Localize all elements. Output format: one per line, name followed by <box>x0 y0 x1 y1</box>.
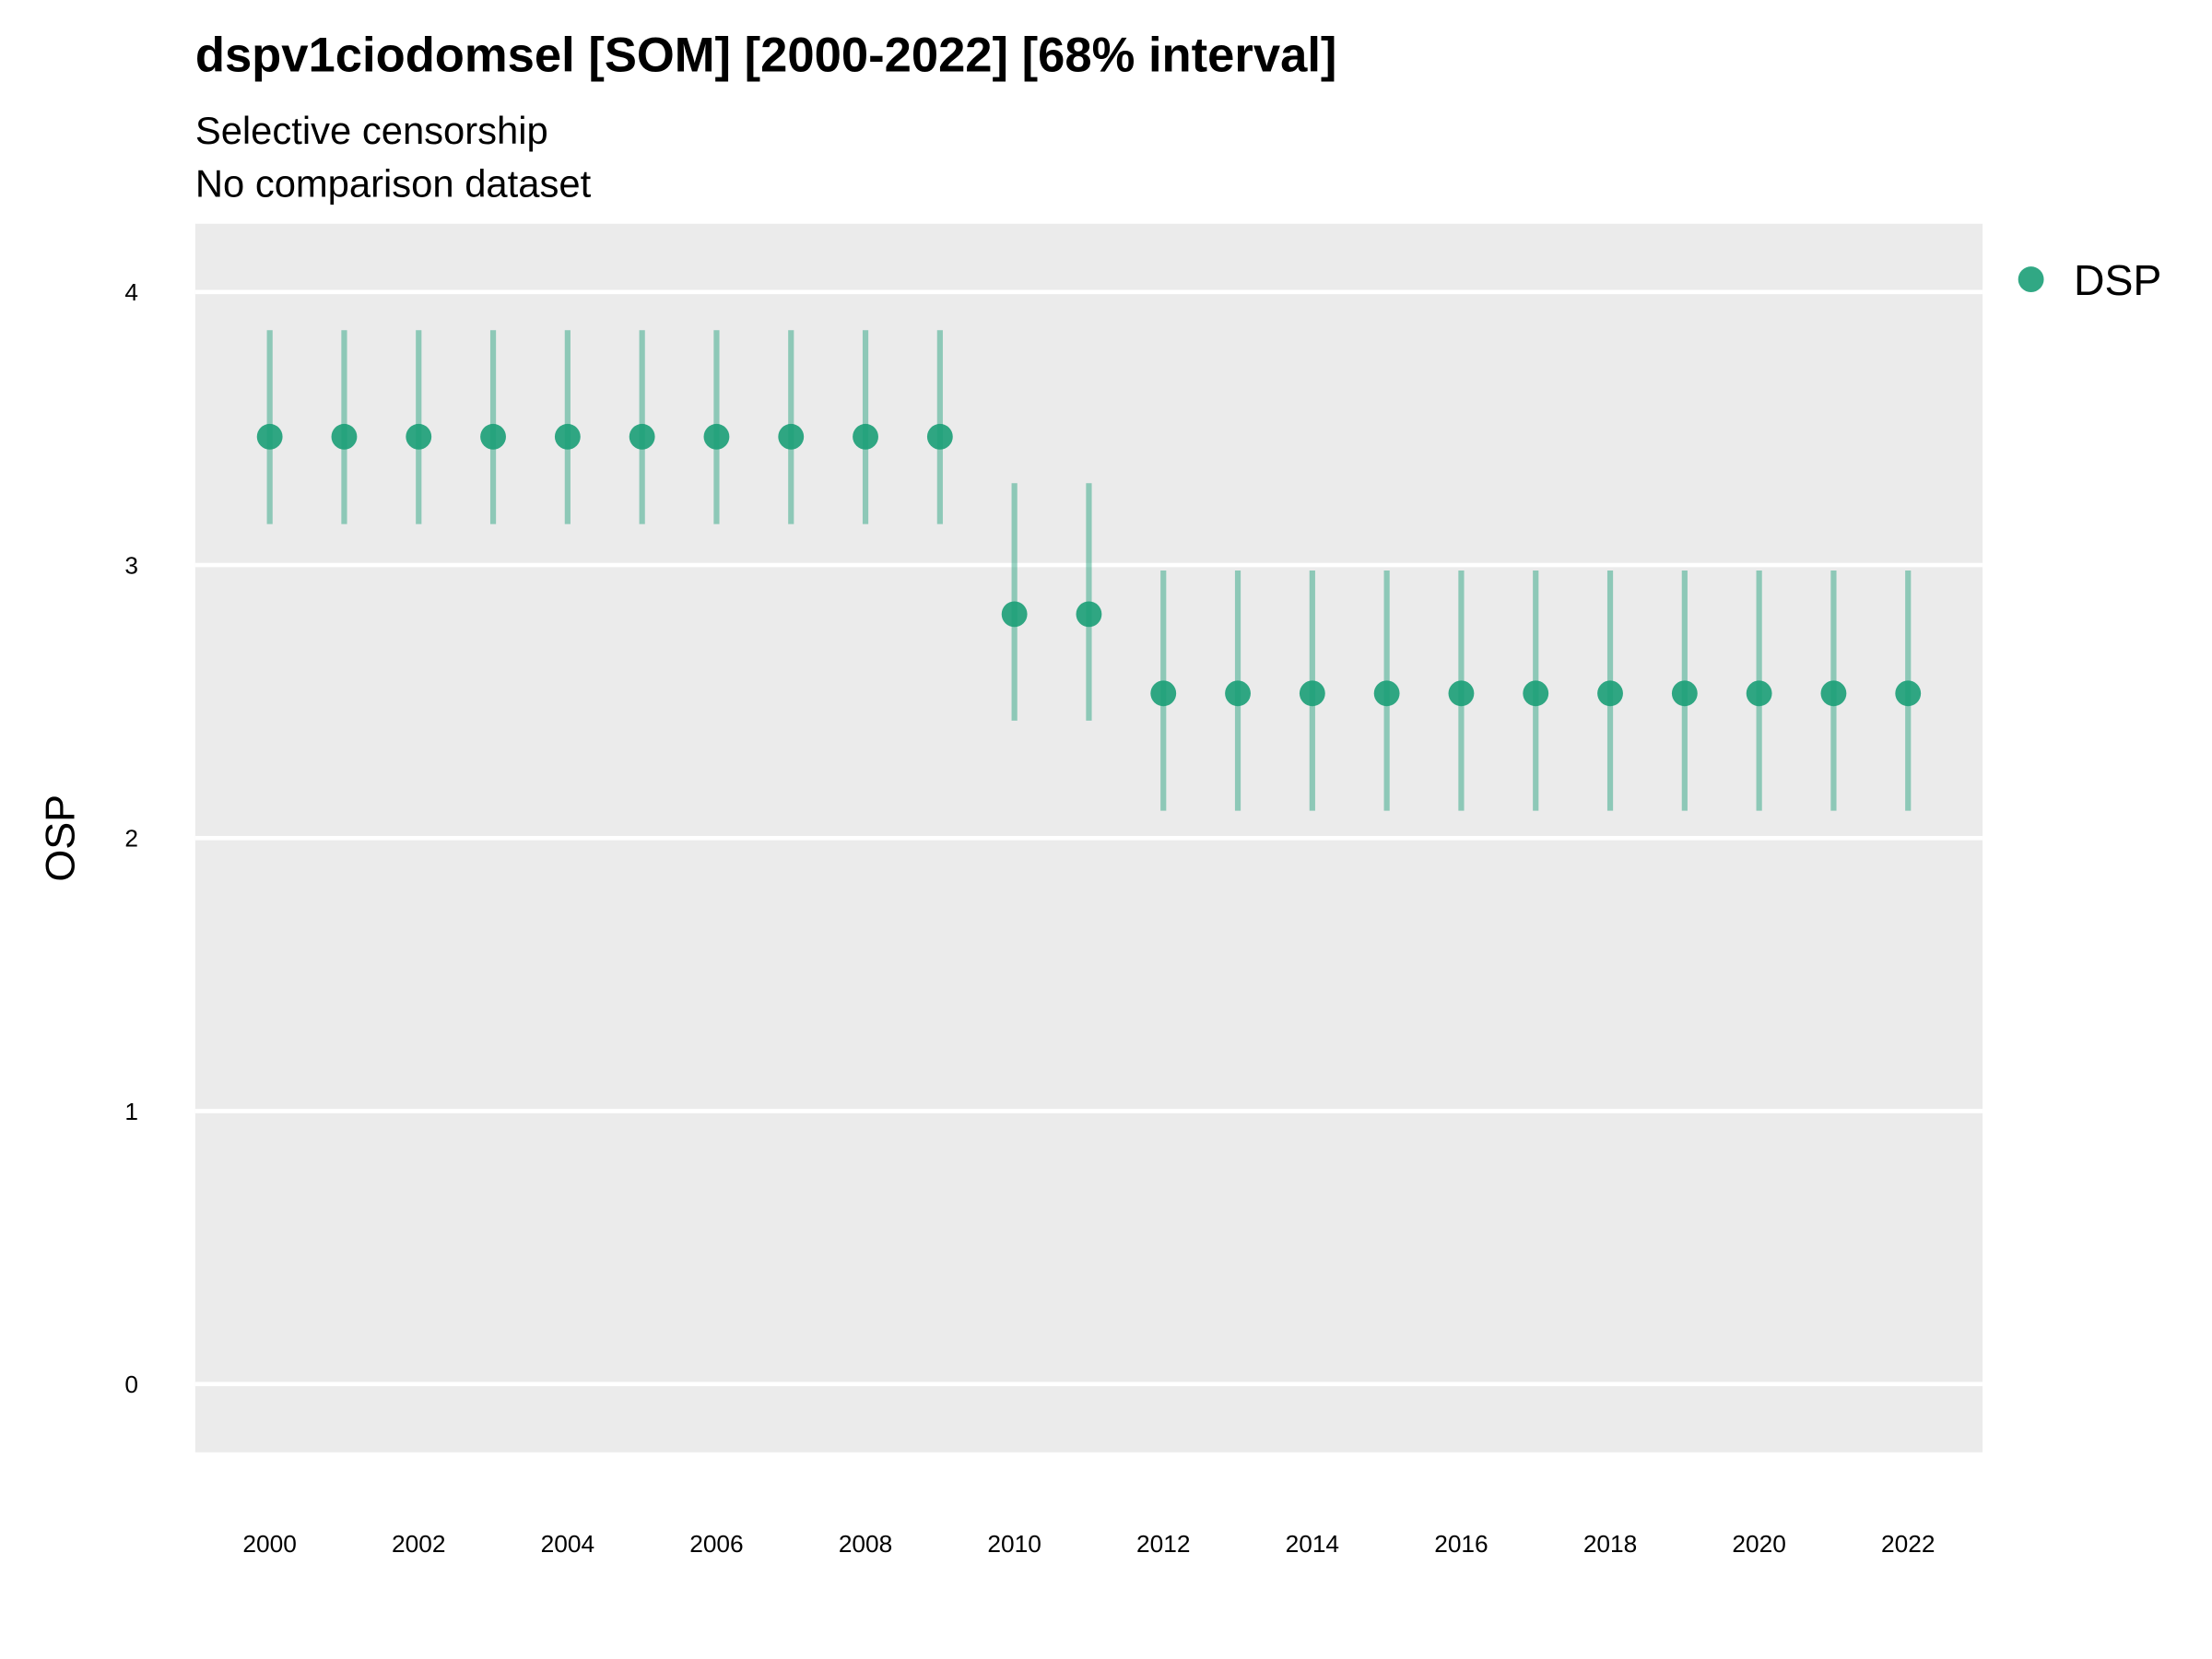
point <box>629 423 655 450</box>
x-tick-label: 2008 <box>839 1530 892 1558</box>
y-tick-label: 3 <box>124 551 138 579</box>
point <box>1597 680 1623 707</box>
chart-subtitle: Selective censorship <box>195 109 548 152</box>
x-tick-label: 2016 <box>1434 1530 1488 1558</box>
y-tick-label: 1 <box>124 1098 138 1125</box>
y-tick-label: 0 <box>124 1371 138 1398</box>
chart-subtitle: No comparison dataset <box>195 161 592 205</box>
legend-key <box>2018 266 2044 293</box>
point <box>703 423 730 450</box>
x-tick-label: 2006 <box>689 1530 743 1558</box>
x-tick-label: 2018 <box>1583 1530 1637 1558</box>
point <box>1001 601 1028 628</box>
x-tick-label: 2002 <box>392 1530 445 1558</box>
point <box>1820 680 1847 707</box>
point <box>480 423 506 450</box>
x-tick-label: 2010 <box>987 1530 1041 1558</box>
point <box>778 423 805 450</box>
chart-title: dspv1ciodomsel [SOM] [2000-2022] [68% in… <box>195 28 1337 82</box>
point <box>1076 601 1102 628</box>
point <box>256 423 283 450</box>
point <box>1746 680 1772 707</box>
point <box>331 423 358 450</box>
point <box>1299 680 1325 707</box>
x-tick-label: 2014 <box>1286 1530 1339 1558</box>
point <box>853 423 878 450</box>
x-tick-label: 2000 <box>242 1530 296 1558</box>
y-tick-label: 4 <box>124 278 138 306</box>
x-tick-label: 2022 <box>1881 1530 1935 1558</box>
point <box>406 423 432 450</box>
legend-label: DSP <box>2074 256 2161 304</box>
point <box>1225 680 1251 707</box>
point <box>1523 680 1549 707</box>
x-tick-label: 2020 <box>1732 1530 1785 1558</box>
point <box>1448 680 1475 707</box>
y-tick-label: 2 <box>124 825 138 853</box>
x-tick-label: 2004 <box>541 1530 594 1558</box>
y-axis-label: OSP <box>36 794 83 882</box>
point <box>554 423 581 450</box>
point <box>1150 680 1177 707</box>
point <box>926 423 953 450</box>
point <box>1895 680 1922 707</box>
point <box>1373 680 1400 707</box>
point <box>1671 680 1698 707</box>
x-tick-label: 2012 <box>1136 1530 1190 1558</box>
